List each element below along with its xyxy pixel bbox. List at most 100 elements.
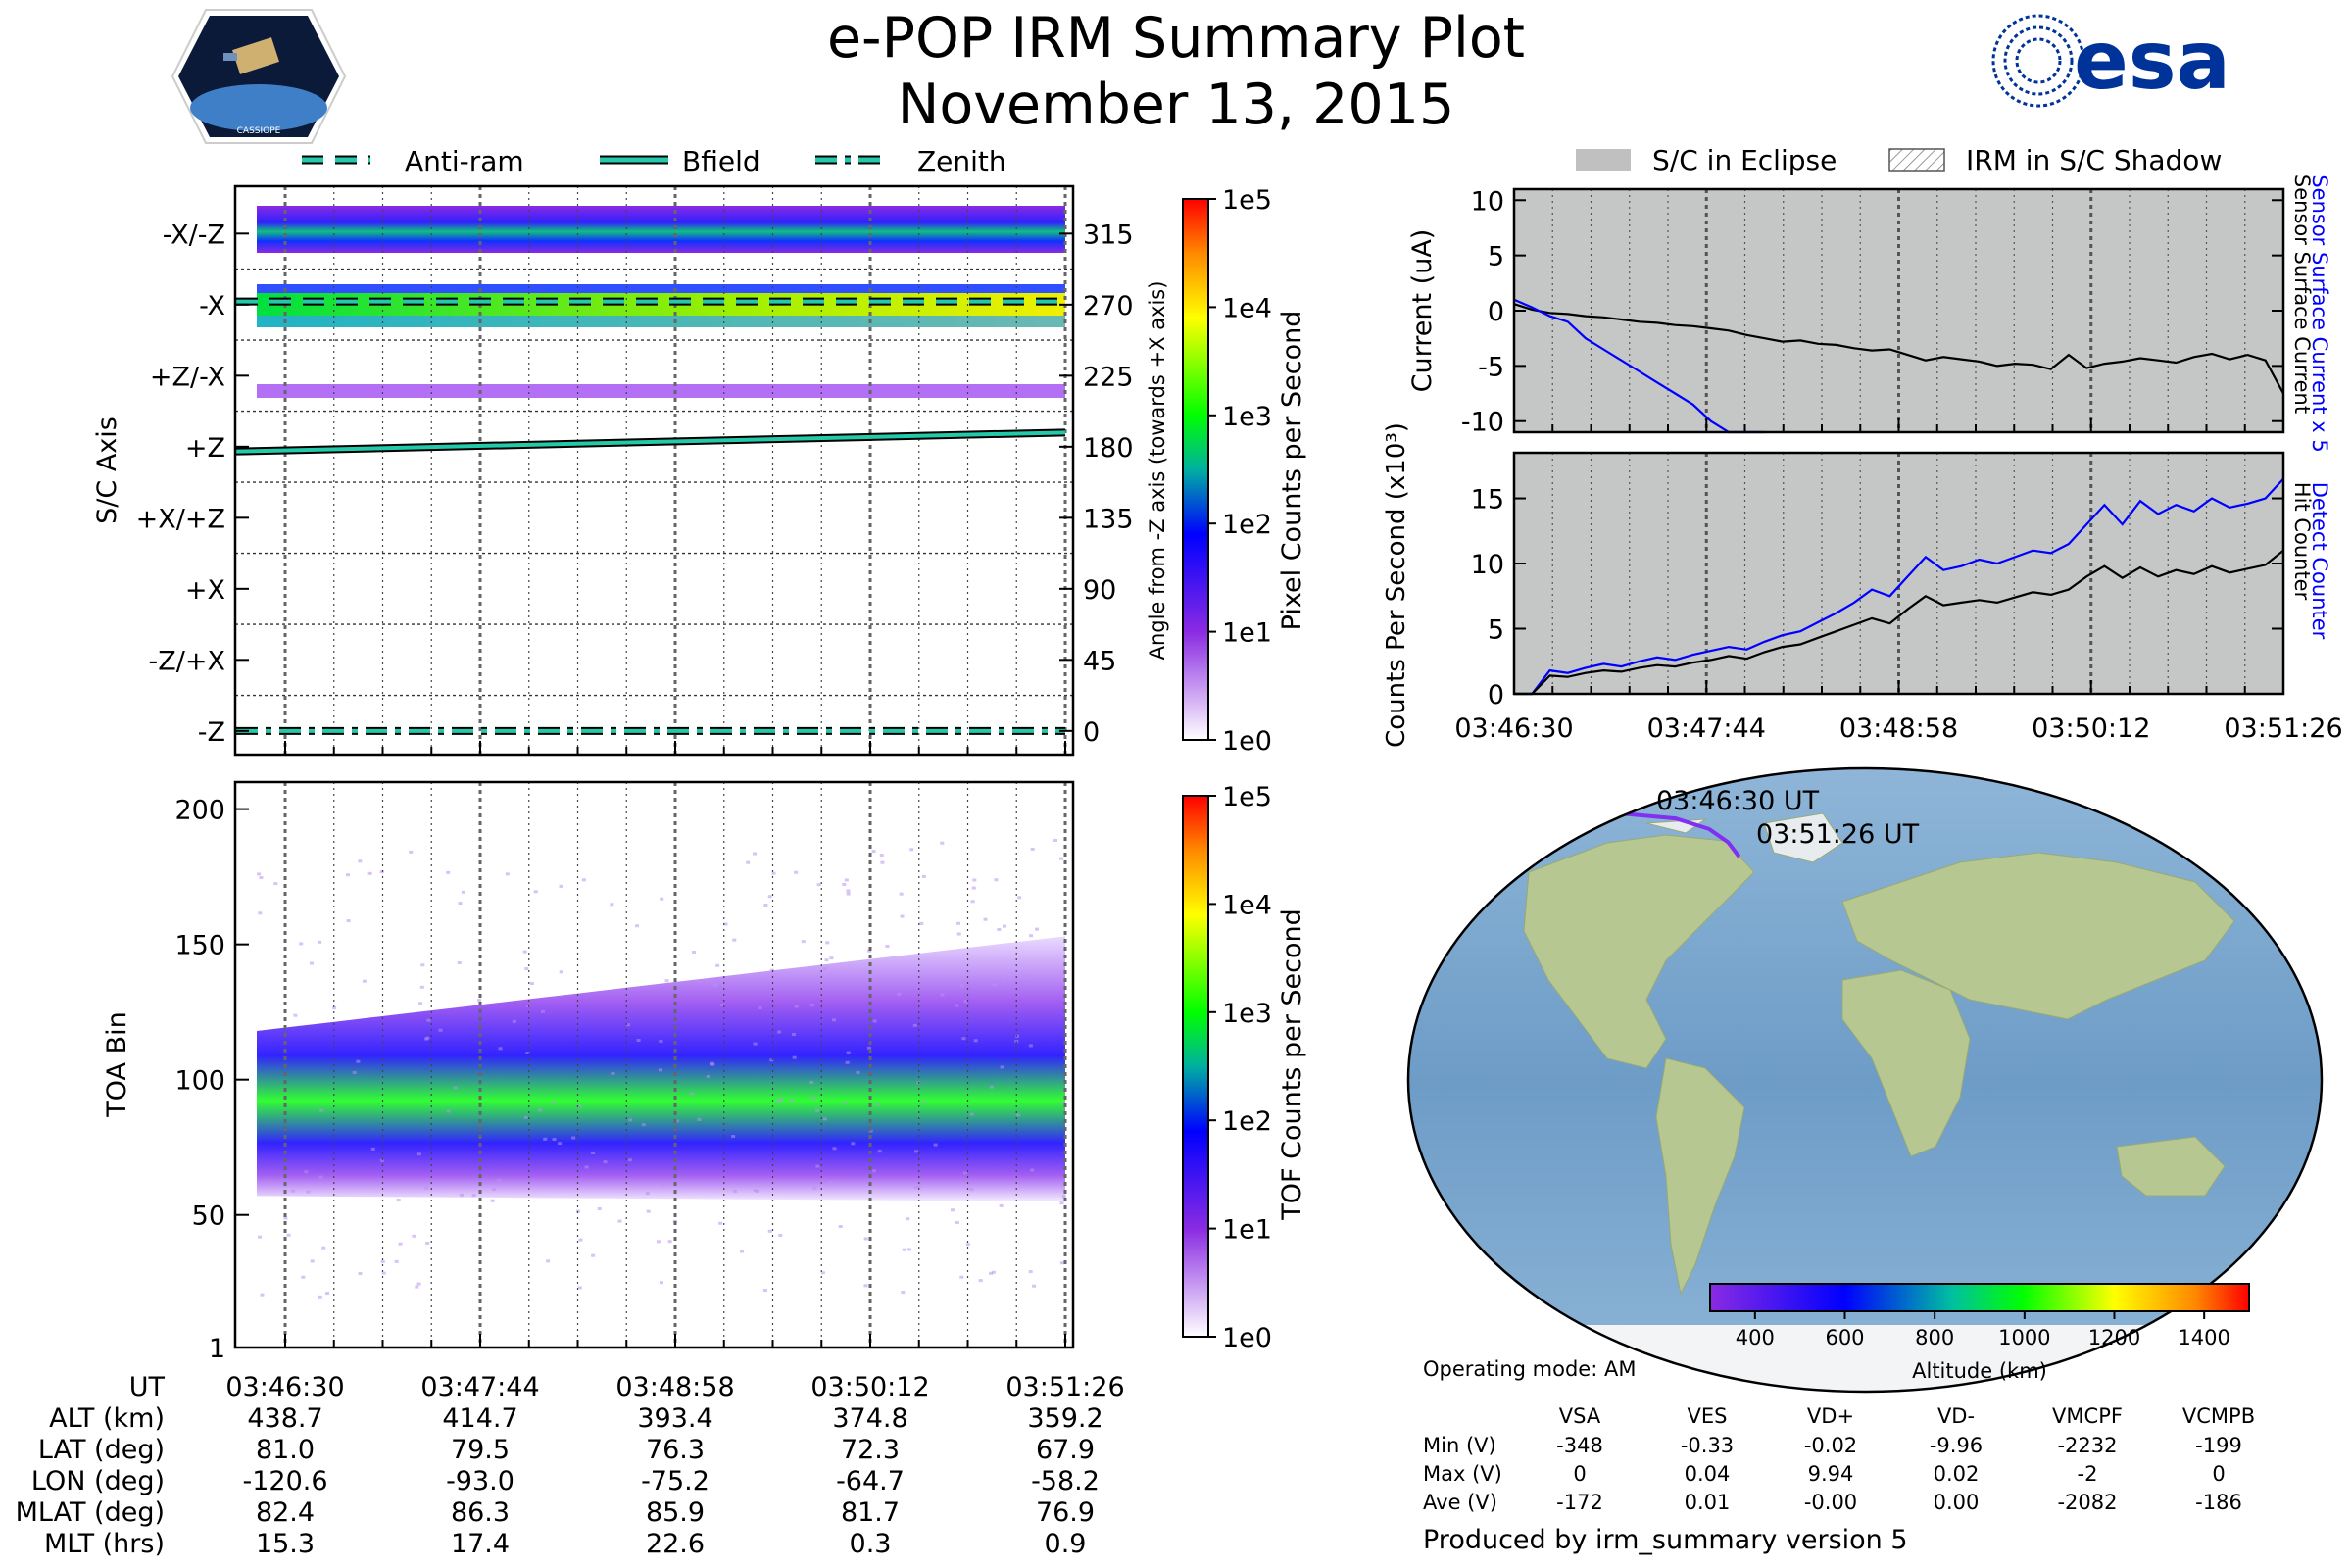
- tof-noise-pixel: [578, 1238, 583, 1242]
- tof-noise-pixel: [1059, 857, 1064, 860]
- current-right-label-blue: Sensor Surface Current x 5: [2308, 174, 2331, 452]
- ephemeris-row-label: MLT (hrs): [44, 1529, 165, 1559]
- tof-noise-pixel: [446, 870, 451, 874]
- colorbar-tick-label: 1e4: [1222, 293, 1272, 323]
- operating-mode: Operating mode: AM: [1423, 1357, 1636, 1381]
- voltage-cell: -2: [2078, 1462, 2098, 1486]
- ephemeris-cell: 03:48:58: [615, 1372, 734, 1402]
- colorbar-tick-label: 1e0: [1222, 1323, 1272, 1353]
- tof-noise-pixel: [291, 1189, 296, 1193]
- pixel-ylabel: S/C Axis: [92, 416, 122, 524]
- tof-noise-pixel: [846, 1051, 851, 1054]
- tof-noise-pixel: [552, 1138, 557, 1142]
- tof-noise-pixel: [731, 1135, 736, 1139]
- tof-noise-pixel: [794, 1004, 799, 1008]
- tof-noise-pixel: [753, 852, 758, 856]
- voltage-cell: -172: [1556, 1491, 1603, 1514]
- tof-noise-pixel: [293, 1013, 298, 1017]
- tof-noise-pixel: [526, 1004, 531, 1008]
- tof-noise-pixel: [301, 1275, 306, 1279]
- counts-x-tick-label: 03:51:26: [2224, 713, 2342, 744]
- tof-noise-pixel: [396, 1199, 401, 1202]
- tof-noise-pixel: [660, 1281, 664, 1285]
- tof-noise-pixel: [424, 1037, 429, 1041]
- y-tick-label: -10: [1461, 408, 1504, 438]
- esa-logo: esa: [1991, 14, 2230, 108]
- tof-noise-pixel: [832, 1147, 837, 1151]
- tof-noise-pixel: [610, 903, 614, 906]
- tof-noise-pixel: [866, 1046, 871, 1050]
- tof-noise-pixel: [824, 958, 829, 962]
- tof-noise-pixel: [697, 1117, 702, 1121]
- y-tick-label: 10: [1471, 186, 1504, 217]
- tof-noise-pixel: [969, 1112, 974, 1116]
- tof-noise-pixel: [617, 1219, 622, 1223]
- ephemeris-cell: 359.2: [1027, 1403, 1102, 1434]
- tof-noise-pixel: [969, 1188, 974, 1192]
- tof-noise-pixel: [690, 1092, 695, 1096]
- tof-y-tick-label: 50: [192, 1201, 225, 1232]
- ephemeris-cell: 17.4: [451, 1529, 510, 1559]
- tof-noise-pixel: [558, 1142, 563, 1146]
- pixel-y-angle: 270: [1083, 291, 1134, 321]
- tof-noise-pixel: [825, 941, 830, 945]
- tof-noise-pixel: [1017, 896, 1022, 900]
- tof-noise-pixel: [769, 1058, 774, 1062]
- legend-bfield: Bfield: [682, 145, 760, 177]
- title-line-2: November 13, 2015: [898, 73, 1454, 137]
- tof-noise-pixel: [543, 1137, 548, 1141]
- tof-noise-pixel: [902, 1248, 906, 1251]
- tof-noise-pixel: [538, 1108, 543, 1112]
- tof-noise-pixel: [453, 1086, 458, 1090]
- tof-noise-pixel: [641, 1123, 646, 1127]
- ephemeris-cell: 438.7: [247, 1403, 322, 1434]
- tof-noise-pixel: [1000, 1065, 1004, 1069]
- map-start-label: 03:46:30 UT: [1656, 786, 1820, 816]
- tof-noise-pixel: [577, 1286, 582, 1290]
- tof-noise-pixel: [257, 872, 262, 876]
- y-tick-label: 0: [1488, 680, 1504, 710]
- tof-noise-pixel: [692, 951, 697, 955]
- tof-noise-pixel: [522, 950, 527, 954]
- tof-noise-pixel: [546, 1259, 551, 1263]
- tof-noise-pixel: [753, 1189, 758, 1193]
- tof-noise-pixel: [956, 932, 961, 936]
- tof-noise-pixel: [900, 914, 905, 918]
- ephemeris-cell: 414.7: [442, 1403, 517, 1434]
- tof-noise-pixel: [991, 1270, 996, 1274]
- tof-noise-pixel: [346, 873, 351, 877]
- tof-noise-pixel: [846, 889, 851, 893]
- ephemeris-row-label: MLAT (deg): [16, 1497, 165, 1528]
- tof-noise-pixel: [1059, 1201, 1064, 1205]
- tof-noise-pixel: [801, 940, 806, 944]
- counts-ylabel: Counts Per Second (x10³): [1382, 422, 1411, 748]
- tof-noise-pixel: [523, 1115, 528, 1119]
- y-tick-label: 5: [1488, 242, 1504, 272]
- tof-noise-pixel: [457, 961, 462, 965]
- tof-noise-pixel: [512, 1019, 516, 1023]
- tof-noise-pixel: [398, 1242, 403, 1246]
- tof-noise-pixel: [809, 1080, 814, 1084]
- tof-colorbar: 1e0 1e1 1e2 1e3 1e4 1e5 TOF Counts per Second: [1182, 782, 1307, 1353]
- voltage-column-header: VES: [1688, 1404, 1728, 1428]
- tof-noise-pixel: [746, 860, 751, 864]
- tof-noise-pixel: [863, 1284, 868, 1288]
- tof-noise-pixel: [823, 967, 828, 971]
- ephemeris-cell: 79.5: [451, 1435, 510, 1465]
- tof-noise-pixel: [921, 1101, 926, 1104]
- tof-noise-pixel: [524, 967, 529, 971]
- tof-noise-pixel: [778, 1234, 783, 1238]
- voltage-cell: -0.33: [1681, 1434, 1734, 1457]
- tof-noise-pixel: [362, 979, 367, 983]
- tof-noise-pixel: [540, 1009, 545, 1013]
- colorbar-tick-label: 1e4: [1222, 890, 1272, 920]
- tof-noise-pixel: [794, 870, 799, 874]
- tof-noise-pixel: [723, 922, 728, 926]
- tof-noise-pixel: [992, 982, 997, 986]
- tof-noise-pixel: [811, 1096, 816, 1100]
- legend-left: Anti-ram Bfield Zenith: [302, 145, 1006, 177]
- cassiope-logo-text: CASSIOPE: [237, 126, 281, 136]
- tof-colorbar-label: TOF Counts per Second: [1277, 908, 1307, 1221]
- tof-noise-pixel: [1030, 1168, 1035, 1172]
- pixel-y-category: -Z: [198, 717, 225, 748]
